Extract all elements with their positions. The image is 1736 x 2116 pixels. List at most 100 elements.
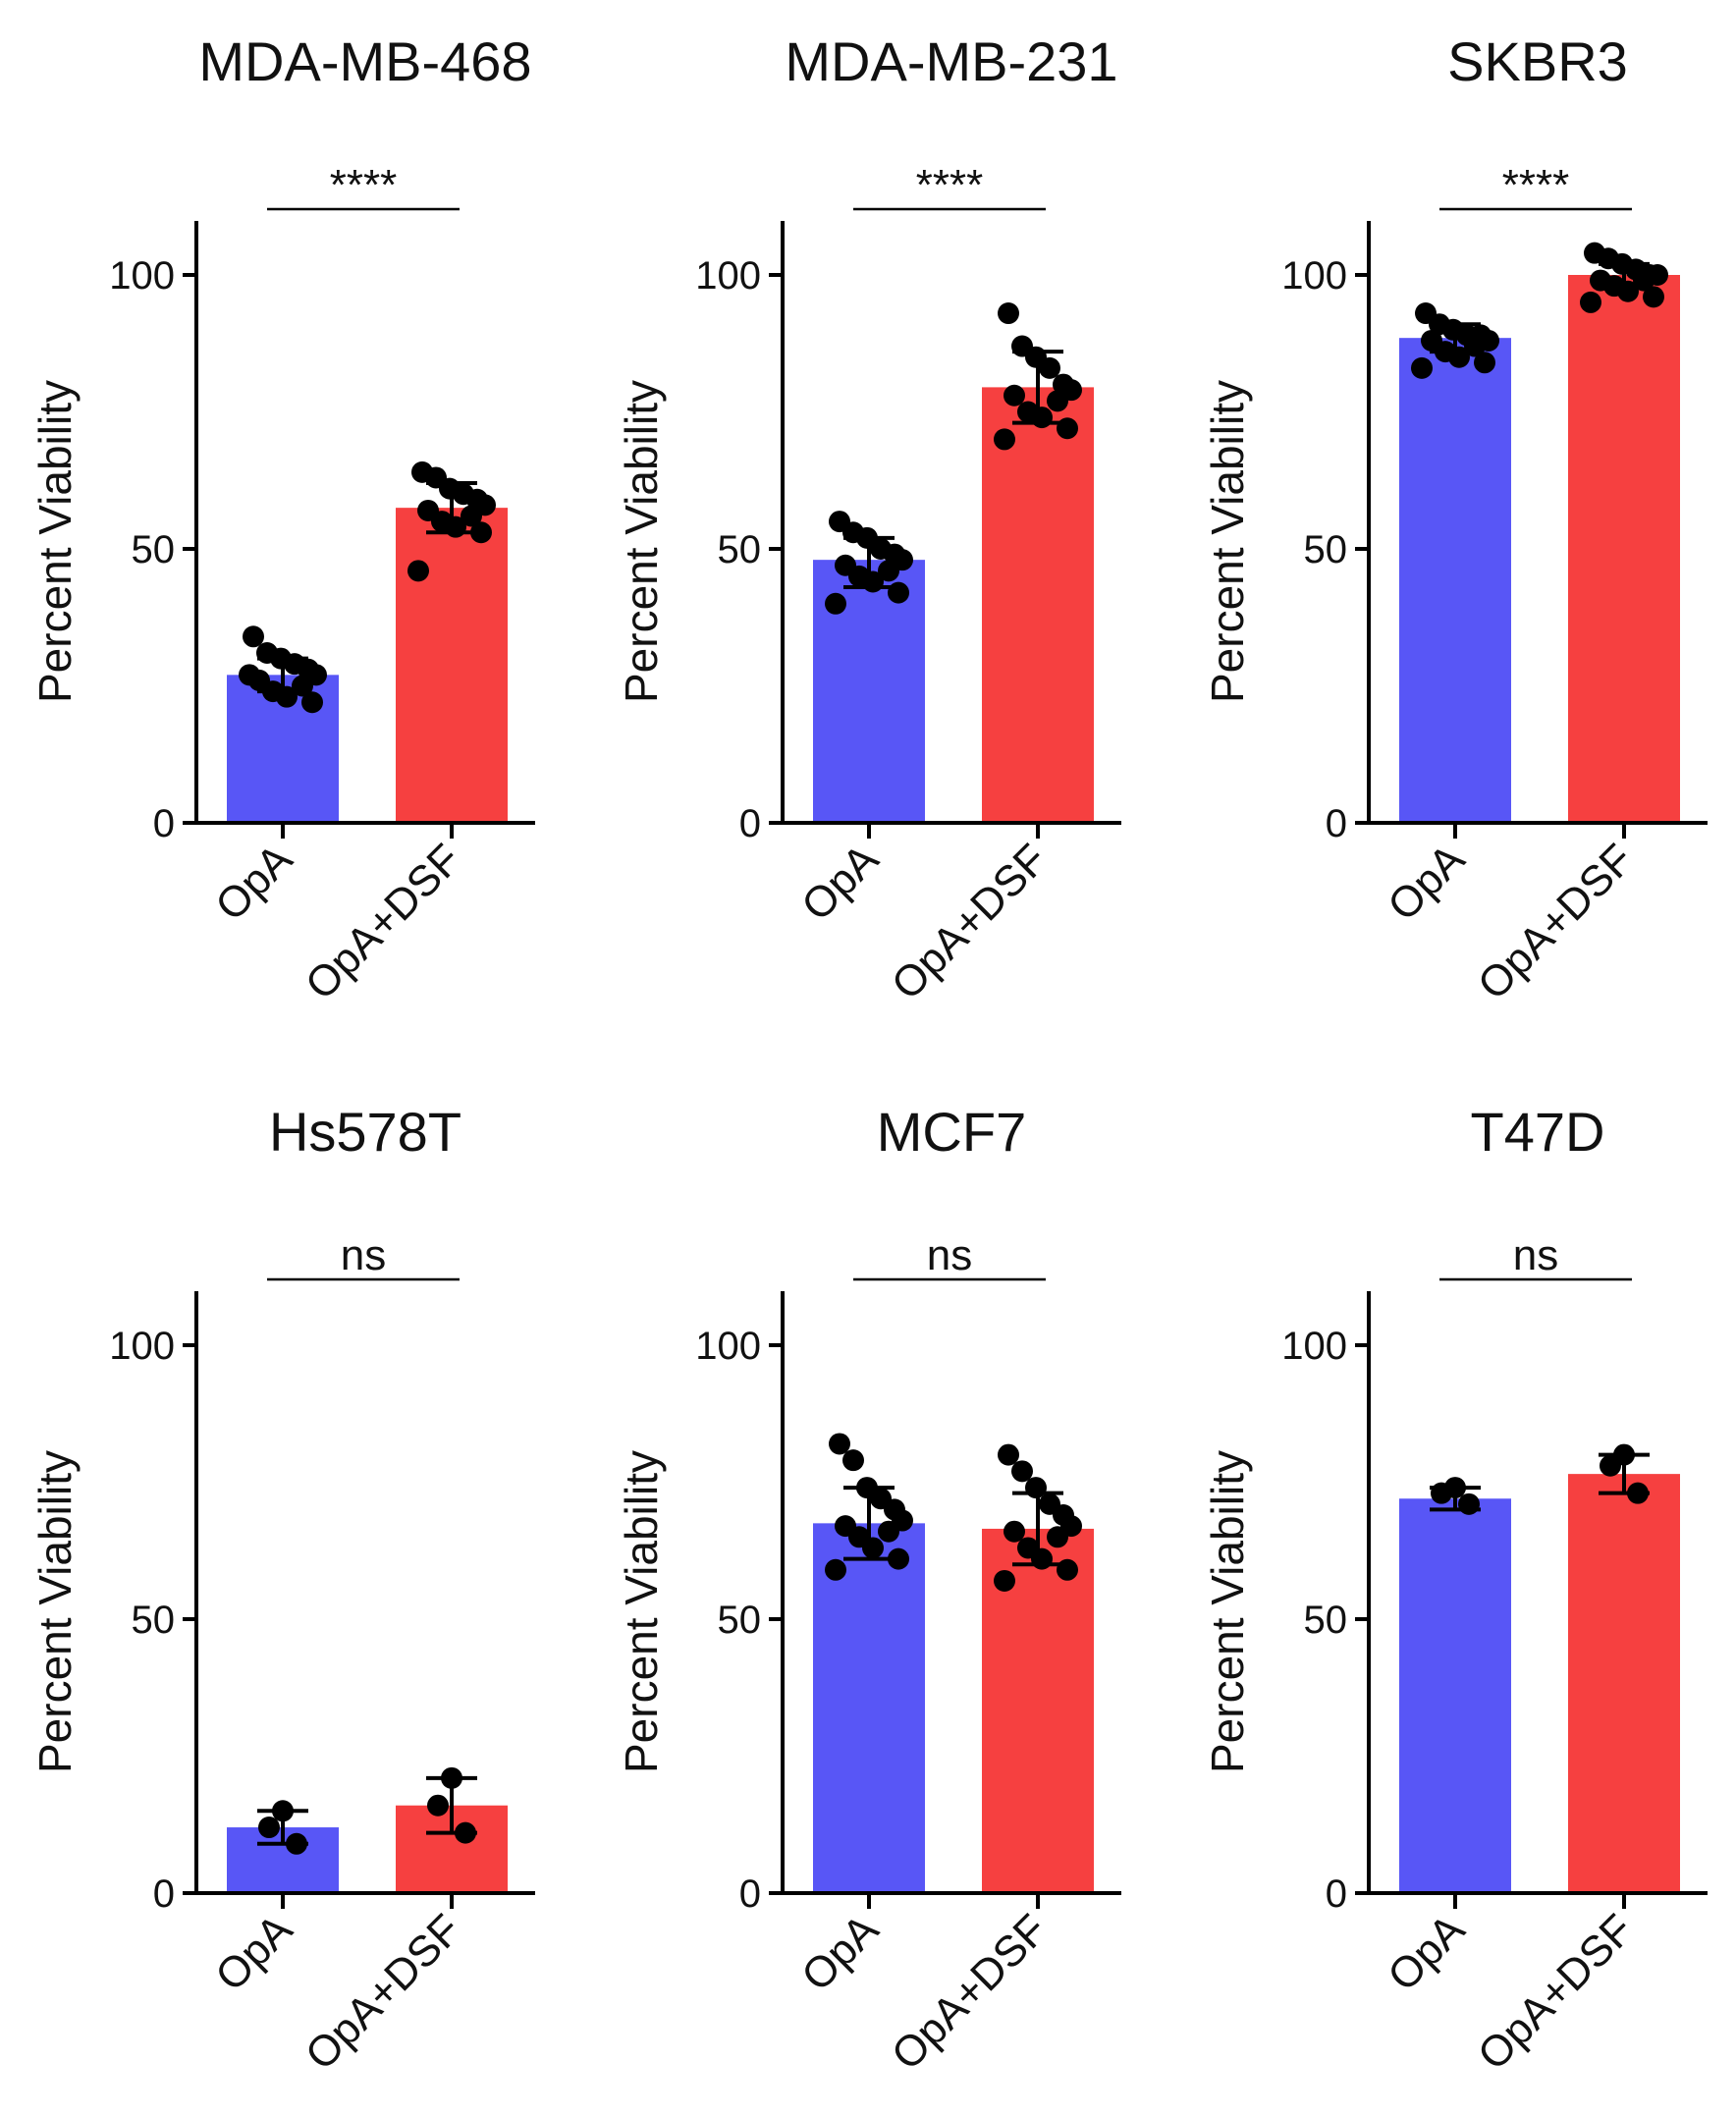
y-tick-label-50: 50 [1304, 528, 1348, 571]
point-opa-dsf [1011, 1460, 1033, 1483]
x-label-opa-dsf: OpA+DSF [297, 835, 470, 1008]
y-axis-label: Percent Viability [616, 380, 667, 703]
significance-label: **** [1502, 161, 1570, 209]
y-tick-label-100: 100 [109, 1325, 175, 1368]
point-opa-dsf [1031, 1547, 1053, 1570]
point-opa [888, 1547, 909, 1570]
panel-title: MDA-MB-231 [785, 30, 1117, 92]
point-opa-dsf [407, 560, 429, 582]
x-label-opa: OpA [206, 835, 301, 930]
x-label-opa-dsf: OpA+DSF [297, 1905, 470, 2079]
point-opa [1474, 352, 1495, 374]
point-opa [825, 592, 846, 615]
point-opa [888, 581, 909, 604]
point-opa [1448, 346, 1470, 368]
point-opa [301, 691, 323, 714]
bar-opa [1399, 1498, 1511, 1893]
point-opa [1458, 1492, 1480, 1515]
point-opa-dsf [1643, 286, 1664, 308]
y-tick-label-0: 0 [739, 1872, 761, 1916]
panel-title: SKBR3 [1447, 30, 1628, 92]
y-tick-label-0: 0 [153, 1872, 175, 1916]
y-tick-label-100: 100 [695, 254, 761, 298]
y-tick-label-50: 50 [132, 1599, 176, 1642]
x-label-opa: OpA [1379, 1905, 1474, 2000]
y-tick-label-100: 100 [1281, 1325, 1347, 1368]
y-axis-label: Percent Viability [29, 1450, 81, 1773]
significance-label: ns [927, 1231, 972, 1279]
point-opa [829, 1433, 850, 1455]
significance-label: ns [1513, 1231, 1558, 1279]
panel-title: MDA-MB-468 [198, 30, 531, 92]
point-opa [1411, 356, 1433, 379]
point-opa [878, 1520, 899, 1543]
point-opa-dsf [427, 1794, 449, 1817]
significance-label: **** [916, 161, 984, 209]
point-opa-dsf [470, 521, 492, 544]
y-tick-label-50: 50 [132, 528, 176, 571]
bar-opa-dsf [982, 387, 1094, 823]
y-axis-label: Percent Viability [29, 380, 81, 703]
point-opa [862, 570, 884, 593]
panel-title: MCF7 [877, 1101, 1026, 1163]
y-tick-label-0: 0 [1326, 1872, 1347, 1916]
x-label-opa-dsf: OpA+DSF [1469, 1905, 1643, 2079]
point-opa-dsf [1004, 1520, 1025, 1543]
x-label-opa: OpA [792, 1905, 888, 2000]
point-opa-dsf [1047, 390, 1068, 412]
point-opa-dsf [1039, 356, 1060, 379]
x-label-opa: OpA [1379, 835, 1474, 930]
point-opa-dsf [1047, 1526, 1068, 1548]
x-label-opa-dsf: OpA+DSF [883, 1905, 1057, 2079]
bar-opa-dsf [1568, 1474, 1680, 1893]
bar-opa-dsf [1568, 275, 1680, 823]
significance-label: ns [341, 1231, 386, 1279]
bar-opa-dsf [396, 508, 508, 823]
point-opa-dsf [1580, 291, 1601, 313]
panel-title: Hs578T [269, 1101, 461, 1163]
panel-title: T47D [1471, 1101, 1605, 1163]
point-opa-dsf [998, 302, 1019, 325]
panel-3: SKBR3 **** 0 50 100 Percent Viability OpAOpA+D… [1202, 30, 1708, 1009]
significance-label: **** [330, 161, 398, 209]
point-opa-dsf [1617, 280, 1639, 302]
point-opa-dsf [1004, 384, 1025, 407]
y-tick-label-0: 0 [1326, 802, 1347, 845]
panel-2: MDA-MB-231 **** 0 50 100 Percent Viability OpA… [616, 30, 1121, 1009]
y-tick-label-50: 50 [718, 528, 762, 571]
point-opa-dsf [445, 515, 466, 538]
y-tick-label-50: 50 [718, 1599, 762, 1642]
point-opa [1431, 1482, 1452, 1504]
y-tick-label-100: 100 [1281, 254, 1347, 298]
y-tick-label-100: 100 [109, 254, 175, 298]
panel-4: Hs578T ns 0 50 100 Percent Viability OpAOpA+DS… [29, 1101, 535, 2080]
point-opa-dsf [998, 1443, 1019, 1466]
x-label-opa: OpA [206, 1905, 301, 2000]
y-tick-label-0: 0 [739, 802, 761, 845]
y-tick-label-100: 100 [695, 1325, 761, 1368]
point-opa-dsf [1031, 407, 1053, 429]
point-opa-dsf [994, 428, 1015, 451]
panel-1: MDA-MB-468 **** 0 50 100 Percent Viability OpA… [29, 30, 535, 1009]
point-opa [862, 1537, 884, 1559]
point-opa-dsf [994, 1569, 1015, 1592]
point-opa [239, 664, 260, 686]
y-axis-label: Percent Viability [616, 1450, 667, 1773]
x-label-opa: OpA [792, 835, 888, 930]
point-opa-dsf [1057, 417, 1078, 440]
y-axis-label: Percent Viability [1202, 1450, 1253, 1773]
x-label-opa-dsf: OpA+DSF [1469, 835, 1643, 1008]
point-opa-dsf [1057, 1558, 1078, 1581]
point-opa-dsf [461, 505, 482, 527]
point-opa [276, 685, 298, 708]
x-label-opa-dsf: OpA+DSF [883, 835, 1057, 1008]
y-tick-label-50: 50 [1304, 1599, 1348, 1642]
bar-opa [1399, 338, 1511, 823]
point-opa [825, 1558, 846, 1581]
point-opa [258, 1817, 280, 1839]
y-tick-label-0: 0 [153, 802, 175, 845]
point-opa [878, 560, 899, 582]
